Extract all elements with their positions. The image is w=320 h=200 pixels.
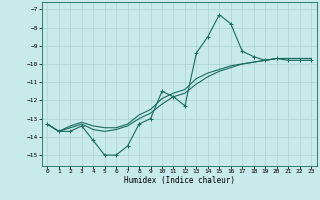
X-axis label: Humidex (Indice chaleur): Humidex (Indice chaleur) bbox=[124, 176, 235, 185]
